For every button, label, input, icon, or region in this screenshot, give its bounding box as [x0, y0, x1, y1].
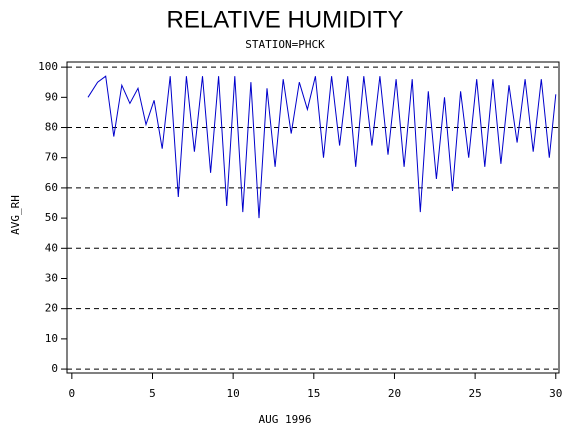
chart-subtitle: STATION=PHCK: [245, 38, 325, 51]
x-tick-label: 20: [388, 387, 401, 400]
chart-title: RELATIVE HUMIDITY: [167, 6, 404, 33]
x-tick-label: 10: [227, 387, 240, 400]
x-tick-label: 5: [149, 387, 156, 400]
y-tick-label: 40: [45, 241, 58, 254]
y-tick-label: 20: [45, 302, 58, 315]
plot-frame: [66, 61, 560, 374]
y-axis-label: AVG_RH: [9, 195, 22, 235]
y-tick-label: 30: [45, 271, 58, 284]
y-tick-label: 60: [45, 181, 58, 194]
y-tick-label: 80: [45, 121, 58, 134]
y-tick-label: 90: [45, 90, 58, 103]
y-tick-label: 70: [45, 151, 58, 164]
y-tick-label: 0: [51, 362, 58, 375]
x-tick-label: 25: [468, 387, 481, 400]
x-tick-label: 30: [549, 387, 562, 400]
y-tick-label: 10: [45, 332, 58, 345]
y-tick-label: 50: [45, 211, 58, 224]
y-tick-label: 100: [38, 60, 58, 73]
x-axis-label: AUG 1996: [259, 413, 312, 426]
x-tick-label: 15: [307, 387, 320, 400]
data-line: [87, 75, 557, 219]
x-tick-label: 0: [69, 387, 76, 400]
